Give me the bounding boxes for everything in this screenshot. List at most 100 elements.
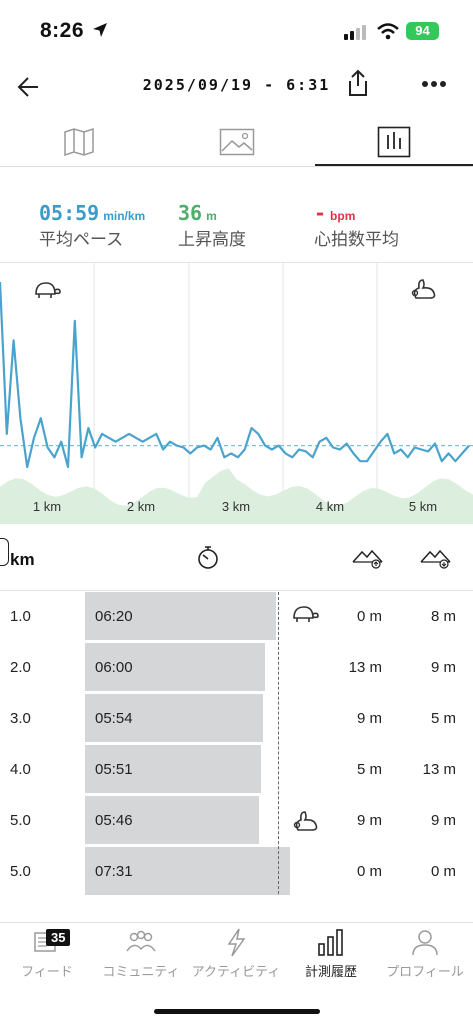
tab-map[interactable] <box>0 118 157 166</box>
pace-chart-svg: 1 km 2 km 3 km 4 km 5 km <box>0 262 473 524</box>
bottom-nav-divider <box>0 922 473 923</box>
split-time-bar <box>85 796 259 844</box>
split-km: 5.0 <box>10 863 31 880</box>
split-time-bar <box>85 847 290 895</box>
row-divider <box>0 845 473 846</box>
split-time-bar <box>85 592 276 640</box>
average-split-line <box>278 592 279 894</box>
split-time: 05:46 <box>95 812 133 829</box>
split-time: 06:00 <box>95 659 133 676</box>
split-ascent: 9 m <box>356 710 382 727</box>
chart-x-label: 4 km <box>316 499 344 514</box>
split-descent: 9 m <box>430 659 456 676</box>
home-indicator[interactable] <box>154 1009 320 1014</box>
tab-photos[interactable] <box>158 118 315 166</box>
split-descent: 9 m <box>430 812 456 829</box>
split-km: 3.0 <box>10 710 31 727</box>
nav-activity[interactable]: アクティビティ <box>189 927 283 987</box>
split-km: 5.0 <box>10 812 31 829</box>
heart-rate-unit: bpm <box>330 209 356 223</box>
nav-feed-label: フィード <box>21 964 73 979</box>
chart-x-label: 3 km <box>222 499 250 514</box>
active-tab-indicator <box>315 164 473 166</box>
stat-ascent: 36 m 上昇高度 <box>178 201 246 250</box>
split-descent: 0 m <box>430 863 456 880</box>
split-ascent: 0 m <box>356 608 382 625</box>
row-divider <box>0 641 473 642</box>
pace-series-line <box>0 281 470 469</box>
split-time: 05:51 <box>95 761 133 778</box>
table-row[interactable]: 2.0 06:00 13 m 9 m <box>0 643 473 694</box>
nav-history[interactable]: 計測履歴 <box>284 927 378 987</box>
stat-pace: 05:59 min/km 平均ペース <box>39 201 145 250</box>
wifi-icon <box>377 23 399 40</box>
lightning-icon <box>227 928 246 957</box>
nav-community[interactable]: コミュニティ <box>94 927 188 987</box>
ascent-label: 上昇高度 <box>178 230 246 249</box>
stopwatch-icon[interactable] <box>196 544 220 570</box>
pace-value: 05:59 <box>39 201 100 225</box>
back-arrow-icon[interactable] <box>16 74 42 100</box>
nav-profile[interactable]: プロフィール <box>378 927 472 987</box>
feed-badge: 35 <box>46 929 71 946</box>
nav-feed[interactable]: 35 フィード <box>0 927 94 987</box>
pace-chart[interactable]: 1 km 2 km 3 km 4 km 5 km <box>0 262 473 524</box>
tab-stats[interactable] <box>315 118 473 166</box>
table-row[interactable]: 5.0 07:31 0 m 0 m <box>0 847 473 898</box>
split-time: 06:20 <box>95 608 133 625</box>
split-time-bar <box>85 745 261 793</box>
row-divider <box>0 743 473 744</box>
community-icon <box>126 930 156 952</box>
split-ascent: 9 m <box>356 812 382 829</box>
history-icon <box>318 929 343 956</box>
table-row[interactable]: 3.0 05:54 9 m 5 m <box>0 694 473 745</box>
table-row[interactable]: 5.0 05:46 9 m 9 m <box>0 796 473 847</box>
bar-chart-icon <box>377 126 411 158</box>
page-title: 2025/09/19 - 6:31 <box>142 76 331 94</box>
row-divider <box>0 692 473 693</box>
heart-rate-value: - <box>314 201 327 225</box>
split-ascent: 5 m <box>356 761 382 778</box>
split-descent: 5 m <box>430 710 456 727</box>
tab-divider <box>0 166 473 167</box>
status-time: 8:26 <box>40 19 85 42</box>
ascent-unit: m <box>206 209 217 223</box>
table-row[interactable]: 4.0 05:51 5 m 13 m <box>0 745 473 796</box>
ascent-icon[interactable] <box>351 545 385 569</box>
heart-rate-label: 心拍数平均 <box>314 230 399 249</box>
table-row[interactable]: 1.0 06:20 0 m 8 m <box>0 592 473 643</box>
table-header-divider <box>0 590 473 591</box>
nav-activity-label: アクティビティ <box>191 964 281 979</box>
column-marker <box>0 538 9 566</box>
turtle-icon <box>35 282 61 298</box>
turtle-icon <box>293 606 319 622</box>
nav-community-label: コミュニティ <box>102 964 180 979</box>
split-descent: 13 m <box>422 761 456 778</box>
split-km: 2.0 <box>10 659 31 676</box>
more-options-icon[interactable] <box>422 80 446 88</box>
ascent-value: 36 <box>178 201 203 225</box>
split-time-bar <box>85 643 265 691</box>
descent-icon[interactable] <box>419 545 453 569</box>
nav-history-label: 計測履歴 <box>304 964 357 979</box>
location-arrow-icon <box>93 23 107 37</box>
split-km: 4.0 <box>10 761 31 778</box>
km-column-header: km <box>10 550 35 569</box>
split-time-bar <box>85 694 263 742</box>
nav-profile-label: プロフィール <box>386 964 464 979</box>
split-time: 07:31 <box>95 863 133 880</box>
rabbit-icon <box>411 279 436 299</box>
chart-x-label: 2 km <box>127 499 155 514</box>
split-ascent: 0 m <box>356 863 382 880</box>
image-icon <box>219 128 254 156</box>
split-time: 05:54 <box>95 710 133 727</box>
cellular-signal-icon <box>344 25 366 40</box>
pace-unit: min/km <box>103 209 146 223</box>
share-icon[interactable] <box>346 69 370 97</box>
chart-x-label: 1 km <box>33 499 61 514</box>
battery-indicator: 94 <box>406 22 439 40</box>
rabbit-icon <box>293 811 318 831</box>
profile-icon <box>412 930 438 956</box>
split-km: 1.0 <box>10 608 31 625</box>
elevation-area <box>0 468 473 524</box>
